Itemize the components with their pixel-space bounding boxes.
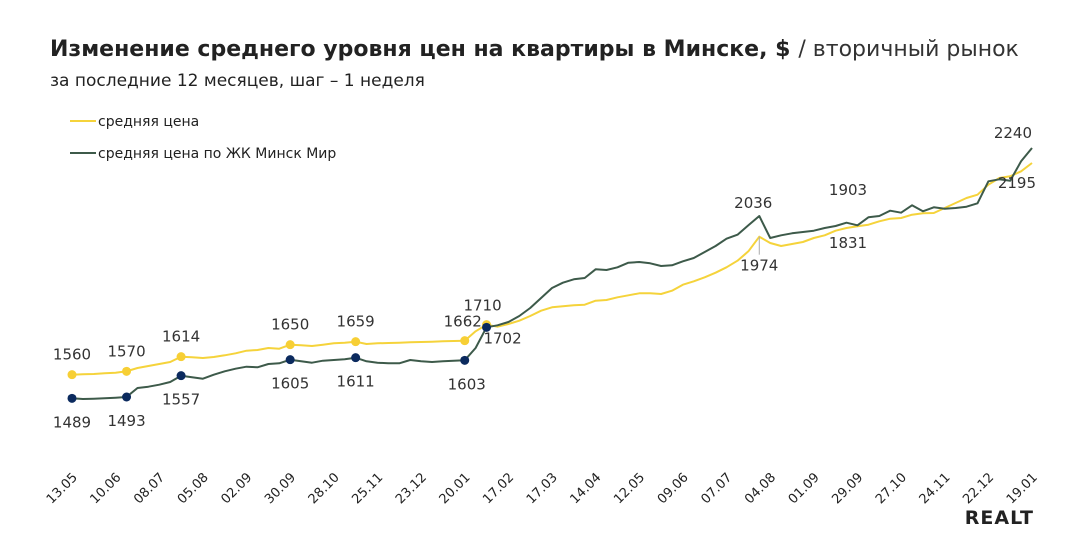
annotation: 1903 [829, 181, 867, 199]
chart-title: Изменение среднего уровня цен на квартир… [50, 37, 1019, 62]
x-tick-label: 08.07 [131, 470, 168, 507]
data-label: 1614 [162, 328, 200, 346]
point-dot [285, 340, 295, 350]
data-label: 1557 [162, 391, 200, 409]
series-line [71, 147, 1033, 400]
data-label: 1611 [337, 373, 375, 391]
subtitle: за последние 12 месяцев, шаг – 1 неделя [50, 71, 425, 91]
title-main: Изменение среднего уровня цен на квартир… [50, 37, 790, 62]
x-tick-label: 25.11 [349, 470, 386, 507]
x-tick-label: 24.11 [917, 470, 954, 507]
x-tick-label: 05.08 [175, 470, 212, 507]
point-dot [351, 337, 361, 347]
data-label: 1662 [444, 313, 482, 331]
x-tick-label: 28.10 [306, 470, 343, 507]
point-dot [122, 366, 132, 376]
point-dot [460, 336, 470, 346]
x-tick-label: 17.03 [524, 470, 561, 507]
x-tick-label: 29.09 [829, 470, 866, 507]
point-dot [285, 355, 295, 365]
data-label: 2195 [998, 174, 1036, 192]
point-dot [176, 352, 186, 362]
data-label: 1570 [107, 342, 145, 360]
data-label: 1974 [740, 257, 778, 275]
x-tick-label: 14.04 [568, 470, 605, 507]
data-label: 1659 [337, 313, 375, 331]
data-label: 1710 [463, 297, 501, 315]
x-tick-label: 07.07 [698, 470, 735, 507]
point-dot [460, 355, 470, 365]
annotation: 1831 [829, 234, 867, 252]
point-dot [482, 322, 492, 332]
x-tick-label: 30.09 [262, 470, 299, 507]
data-label: 1702 [483, 329, 521, 347]
point-dot [351, 353, 361, 363]
series-line [71, 162, 1033, 376]
x-tick-label: 20.01 [437, 470, 474, 507]
data-label: 1489 [53, 413, 91, 431]
point-dot [122, 392, 132, 402]
data-label: 1493 [107, 412, 145, 430]
x-tick-label: 22.12 [960, 470, 997, 507]
data-label: 1603 [448, 375, 486, 393]
x-tick-label: 09.06 [655, 470, 692, 507]
brand-logo: REALT [965, 507, 1034, 529]
legend-label: средняя цена [98, 114, 199, 130]
data-label: 1560 [53, 346, 91, 364]
data-label: 1605 [271, 375, 309, 393]
data-label: 2036 [734, 194, 772, 212]
point-dot [67, 393, 77, 403]
x-tick-label: 17.02 [480, 470, 517, 507]
data-label: 2240 [994, 124, 1032, 142]
x-tick-label: 13.05 [44, 470, 81, 507]
x-tick-label: 19.01 [1004, 470, 1041, 507]
x-tick-label: 02.09 [218, 470, 255, 507]
x-tick-label: 12.05 [611, 470, 648, 507]
legend-label: средняя цена по ЖК Минск Мир [98, 146, 336, 162]
x-tick-label: 23.12 [393, 470, 430, 507]
x-tick-label: 04.08 [742, 470, 779, 507]
x-tick-label: 01.09 [786, 470, 823, 507]
data-label: 1650 [271, 316, 309, 334]
x-tick-label: 27.10 [873, 470, 910, 507]
point-dot [67, 370, 77, 380]
point-dot [176, 371, 186, 381]
x-tick-label: 10.06 [88, 470, 125, 507]
title-suffix: / вторичный рынок [798, 37, 1018, 62]
